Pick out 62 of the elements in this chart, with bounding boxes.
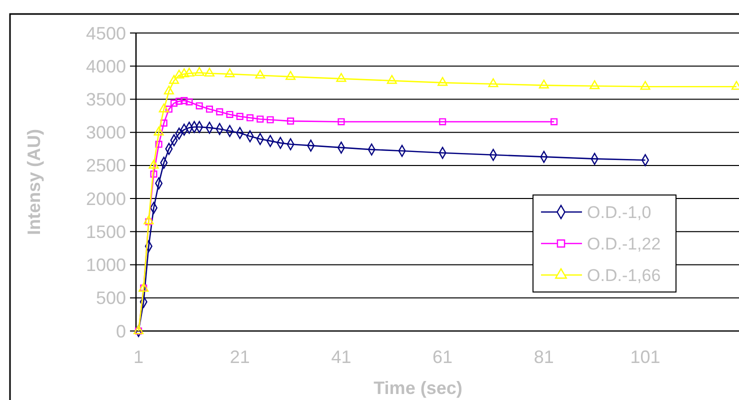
- y-tick-label: 0: [116, 321, 126, 342]
- y-tick-label: 3500: [86, 90, 126, 110]
- point: [184, 68, 194, 77]
- point: [224, 68, 235, 78]
- point: [438, 76, 448, 86]
- point: [256, 116, 264, 123]
- point: [206, 106, 213, 113]
- point: [204, 68, 215, 77]
- point: [336, 72, 346, 82]
- point: [255, 70, 266, 79]
- point: [590, 80, 600, 90]
- point: [488, 78, 498, 88]
- point: [158, 103, 169, 112]
- x-axis-title: Time (sec): [374, 378, 462, 398]
- point: [155, 140, 162, 148]
- point: [186, 98, 193, 106]
- point: [168, 74, 180, 84]
- point: [165, 106, 172, 113]
- y-tick-label: 2500: [86, 156, 126, 176]
- x-tick-label: 101: [630, 347, 660, 367]
- y-tick-label: 1000: [86, 255, 126, 276]
- point: [216, 108, 224, 116]
- point: [180, 97, 188, 104]
- point: [439, 118, 446, 126]
- point: [150, 170, 158, 178]
- x-tick-label: 61: [432, 347, 453, 367]
- y-axis-title: Intensy (AU): [24, 128, 44, 236]
- x-tick-label: 41: [331, 347, 352, 367]
- point: [286, 70, 296, 80]
- point: [176, 98, 183, 105]
- point: [550, 118, 558, 126]
- point: [144, 215, 154, 224]
- point: [266, 116, 274, 124]
- x-tick-label: 1: [134, 347, 144, 367]
- point: [287, 118, 294, 125]
- y-tick-label: 4000: [86, 56, 126, 76]
- legend-label: O.D.-1,0: [587, 202, 652, 222]
- point: [538, 80, 549, 88]
- x-tick-label: 81: [534, 347, 554, 367]
- point: [640, 80, 650, 90]
- point: [338, 118, 345, 126]
- point: [179, 68, 190, 78]
- point: [160, 120, 168, 127]
- point: [196, 102, 203, 110]
- point: [164, 86, 174, 94]
- legend-label: O.D.-1,66: [587, 266, 661, 285]
- point: [148, 160, 159, 169]
- y-tick-label: 3000: [86, 122, 126, 143]
- point: [154, 126, 164, 136]
- point: [386, 74, 397, 84]
- point: [174, 70, 184, 79]
- point: [194, 67, 204, 76]
- y-tick-label: 1500: [86, 222, 126, 242]
- point: [170, 100, 178, 107]
- legend-label: O.D.-1,22: [587, 234, 661, 254]
- point: [236, 112, 244, 120]
- point: [246, 114, 254, 122]
- y-tick-label: 500: [96, 288, 126, 308]
- y-tick-label: 4500: [86, 23, 126, 44]
- x-tick-label: 21: [230, 347, 250, 367]
- point: [226, 110, 234, 118]
- y-tick-label: 2000: [86, 188, 126, 209]
